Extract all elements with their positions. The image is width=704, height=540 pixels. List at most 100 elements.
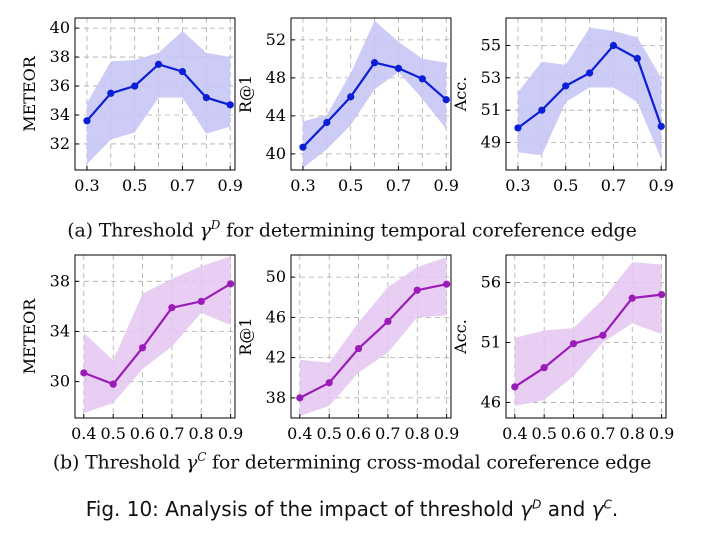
b-meteor-point bbox=[168, 304, 176, 312]
b-acc-xtick-label: 0.8 bbox=[620, 424, 645, 443]
subcaption-b-prefix: (b) Threshold bbox=[52, 451, 181, 474]
b-r1-xtick-label: 0.6 bbox=[346, 424, 371, 443]
a-meteor-frame bbox=[74, 17, 236, 171]
b-acc-point bbox=[569, 340, 578, 348]
a-meteor-xtick-label: 0.9 bbox=[217, 176, 242, 195]
a-acc-xtick-label: 0.7 bbox=[601, 176, 626, 195]
b-meteor-xtick-label: 0.4 bbox=[71, 424, 96, 443]
a-acc-point bbox=[562, 82, 570, 90]
a-meteor-ytick-label: 34 bbox=[50, 105, 70, 124]
a-acc-ytick-label: 53 bbox=[481, 68, 501, 87]
a-r1-point bbox=[347, 93, 355, 101]
a-meteor-point bbox=[154, 60, 163, 68]
b-r1-xtick-label: 0.4 bbox=[287, 424, 312, 443]
b-acc-point bbox=[628, 294, 636, 302]
b-r1-series-line bbox=[299, 283, 447, 399]
b-r1-band bbox=[299, 257, 447, 416]
b-acc-xtick-label: 0.9 bbox=[649, 424, 674, 443]
subcaption-a: (a) Threshold γD for determining tempora… bbox=[0, 218, 704, 241]
b-r1-xtick-label: 0.8 bbox=[405, 424, 430, 443]
b-r1-point bbox=[354, 344, 363, 353]
a-r1-ylabel: R@1 bbox=[236, 75, 255, 113]
a-meteor-xtick-label: 0.5 bbox=[122, 176, 147, 195]
b-r1-ytick-label: 38 bbox=[266, 388, 286, 407]
b-r1-ylabel: R@1 bbox=[236, 317, 255, 355]
a-meteor-xtick-label: 0.7 bbox=[170, 176, 195, 195]
a-acc-point bbox=[657, 122, 665, 130]
figure-caption-middle: and bbox=[547, 497, 586, 521]
a-meteor-xtick-label: 0.3 bbox=[74, 176, 99, 195]
b-meteor-ytick-label: 34 bbox=[50, 321, 70, 340]
figure-caption-sup-1: D bbox=[532, 497, 542, 512]
b-acc-point bbox=[540, 364, 548, 372]
subcaption-b-suffix: for determining cross-modal coreference … bbox=[212, 451, 652, 474]
a-meteor-ytick-label: 40 bbox=[50, 18, 70, 37]
b-meteor-point bbox=[80, 369, 88, 377]
a-r1-xtick-label: 0.7 bbox=[386, 176, 411, 195]
a-r1-ytick-label: 48 bbox=[266, 68, 286, 87]
b-acc-frame bbox=[505, 254, 667, 419]
a-r1-ytick-label: 40 bbox=[266, 144, 286, 163]
b-acc-ytick-label: 56 bbox=[481, 273, 501, 292]
a-r1-point bbox=[394, 64, 403, 72]
figure-caption-symbol-2: γ bbox=[591, 497, 604, 521]
b-acc-xtick-label: 0.7 bbox=[590, 424, 615, 443]
a-acc-band bbox=[517, 27, 662, 159]
a-r1-ytick-label: 52 bbox=[266, 30, 286, 49]
b-meteor-xtick-label: 0.7 bbox=[159, 424, 184, 443]
a-acc-xtick-label: 0.9 bbox=[648, 176, 673, 195]
b-r1-xtick-label: 0.9 bbox=[434, 424, 459, 443]
a-meteor-ytick-label: 36 bbox=[50, 76, 70, 95]
b-meteor-xtick-label: 0.9 bbox=[218, 424, 243, 443]
a-acc-point bbox=[538, 106, 546, 114]
b-meteor-ytick-label: 38 bbox=[50, 271, 70, 290]
subcaption-b-symbol: γ bbox=[186, 451, 198, 474]
a-r1-point bbox=[323, 118, 331, 127]
b-r1-xtick-label: 0.7 bbox=[375, 424, 400, 443]
a-acc-ylabel: Acc. bbox=[451, 77, 470, 113]
a-meteor-point bbox=[226, 101, 234, 109]
a-acc-xtick-label: 0.5 bbox=[553, 176, 578, 195]
a-acc-ytick-label: 55 bbox=[481, 35, 501, 54]
b-r1-point bbox=[325, 379, 333, 387]
a-acc-point bbox=[609, 41, 618, 50]
a-r1-ytick-label: 44 bbox=[266, 106, 286, 125]
a-acc-point bbox=[633, 54, 641, 63]
b-acc-ytick-label: 51 bbox=[481, 332, 501, 351]
figure-caption: Fig. 10: Analysis of the impact of thres… bbox=[0, 497, 704, 521]
b-acc-point bbox=[657, 290, 666, 299]
b-r1-point bbox=[296, 394, 304, 402]
b-r1-ytick-label: 42 bbox=[266, 348, 286, 367]
b-acc-ytick-label: 46 bbox=[481, 392, 501, 411]
b-acc-xtick-label: 0.6 bbox=[561, 424, 586, 443]
b-r1-point bbox=[384, 317, 392, 326]
b-meteor-ylabel: METEOR bbox=[20, 298, 39, 375]
a-acc-point bbox=[585, 69, 594, 77]
a-r1-xtick-label: 0.3 bbox=[290, 176, 315, 195]
a-r1-point bbox=[442, 96, 450, 104]
b-r1-xtick-label: 0.5 bbox=[316, 424, 341, 443]
b-meteor-xtick-label: 0.5 bbox=[100, 424, 125, 443]
b-r1-frame bbox=[290, 254, 452, 419]
a-r1-band bbox=[302, 20, 447, 169]
a-meteor-point bbox=[83, 117, 91, 125]
a-r1-xtick-label: 0.5 bbox=[338, 176, 363, 195]
b-acc-xtick-label: 0.5 bbox=[531, 424, 556, 443]
a-acc-ytick-label: 51 bbox=[481, 100, 501, 119]
figure-caption-symbol-1: γ bbox=[520, 497, 533, 521]
a-acc-frame bbox=[505, 17, 667, 171]
b-meteor-band bbox=[83, 256, 231, 413]
b-r1-point bbox=[442, 280, 451, 288]
b-r1-point bbox=[413, 286, 421, 294]
b-meteor-point bbox=[226, 280, 235, 288]
subcaption-a-suffix: for determining temporal coreference edg… bbox=[226, 219, 637, 242]
b-r1-ytick-label: 50 bbox=[266, 267, 286, 286]
a-meteor-band bbox=[86, 31, 231, 165]
b-meteor-point bbox=[197, 297, 205, 305]
a-meteor-point bbox=[178, 67, 187, 76]
b-meteor-ytick-label: 30 bbox=[50, 372, 70, 391]
b-acc-series-line bbox=[514, 293, 662, 388]
a-r1-point bbox=[418, 75, 426, 83]
